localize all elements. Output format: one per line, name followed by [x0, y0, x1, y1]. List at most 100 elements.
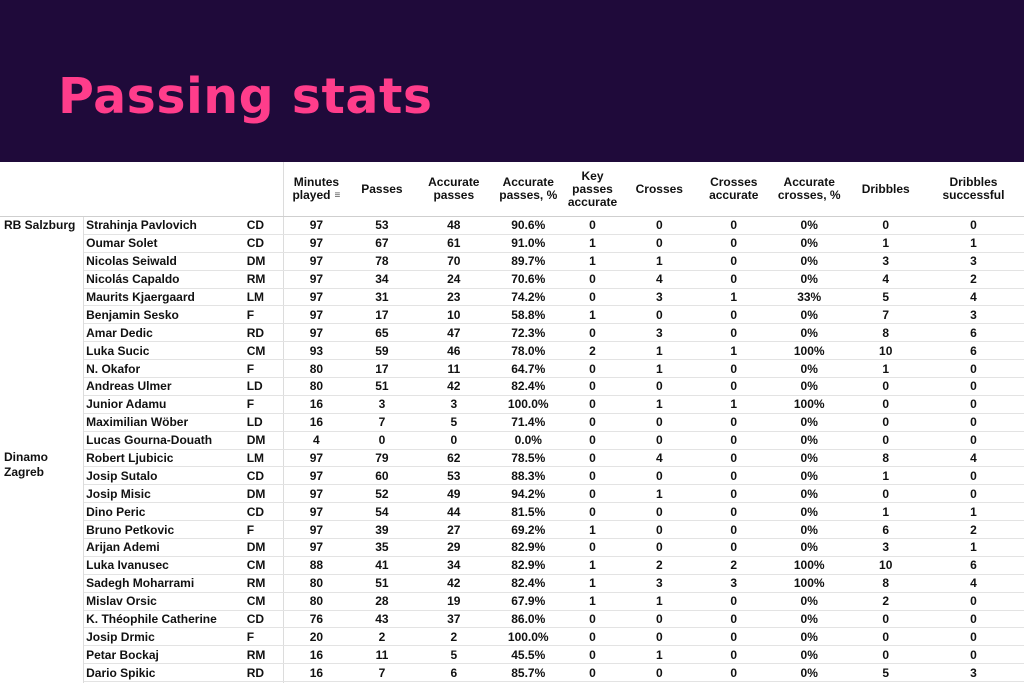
stat-crosses-pct: 0%	[769, 592, 849, 611]
sort-descending-icon[interactable]: ≡	[334, 190, 341, 202]
stat-key-passes: 1	[563, 556, 622, 575]
stat-crosses-pct: 100%	[769, 341, 849, 361]
stat-accurate-passes: 44	[415, 502, 493, 522]
stat-dribbles: 0	[848, 413, 923, 432]
stat-minutes: 80	[283, 592, 349, 611]
stat-crosses: 1	[621, 341, 698, 361]
stat-key-passes: 0	[563, 627, 622, 647]
player-name: Maximilian Wöber	[83, 413, 243, 432]
stat-key-passes: 0	[563, 484, 622, 504]
column-header-minutes[interactable]: Minutes played ≡	[283, 162, 349, 217]
stat-passes: 65	[348, 323, 416, 343]
stat-passes: 53	[348, 216, 416, 235]
column-header-crosses-accurate[interactable]: Crosses accurate	[697, 162, 770, 217]
stat-key-passes: 0	[563, 663, 622, 683]
stat-passes: 59	[348, 341, 416, 361]
stat-accurate-passes: 53	[415, 466, 493, 486]
stat-crosses-pct: 0%	[769, 681, 849, 683]
stat-dribbles-successful: 3	[922, 305, 1024, 325]
stat-minutes: 97	[283, 484, 349, 504]
stat-passes: 3	[348, 395, 416, 414]
column-header-accurate-passes[interactable]: Accurate passes	[415, 162, 493, 217]
player-name: Josip Sutalo	[83, 466, 243, 486]
column-header-passes[interactable]: Passes	[348, 162, 416, 217]
table-row: Dino Peric CD 97 54 44 81.5% 0 0 0 0% 1 1	[0, 502, 1024, 522]
player-position: F	[242, 395, 285, 414]
stat-dribbles-successful: 1	[922, 538, 1024, 557]
stat-crosses-pct: 0%	[769, 466, 849, 486]
stat-crosses-pct: 0%	[769, 377, 849, 396]
player-name: Josip Drmic	[83, 627, 243, 647]
player-position: DM	[242, 484, 285, 504]
column-header-crosses-pct[interactable]: Accurate crosses, %	[769, 162, 849, 217]
table-row: Sadegh Moharrami RM 80 51 42 82.4% 1 3 3 100% 8 4	[0, 574, 1024, 593]
stat-crosses-accurate: 1	[697, 341, 770, 361]
stat-accurate-passes-pct: 82.9%	[492, 556, 564, 575]
stat-crosses-pct: 0%	[769, 663, 849, 683]
stat-crosses-accurate: 3	[697, 574, 770, 593]
column-header-key-passes[interactable]: Key passes accurate	[563, 162, 622, 217]
stat-accurate-passes: 34	[415, 556, 493, 575]
stat-accurate-passes-pct: 91.0%	[492, 234, 564, 253]
column-header-dribbles[interactable]: Dribbles	[848, 162, 923, 217]
player-name: Junior Adamu	[83, 395, 243, 414]
table-row: N. Okafor F 80 17 11 64.7% 0 1 0 0% 1 0	[0, 359, 1024, 379]
stat-minutes: 97	[283, 323, 349, 343]
stat-crosses-pct: 100%	[769, 395, 849, 414]
player-position: CD	[242, 610, 285, 629]
stat-crosses: 1	[621, 252, 698, 271]
stat-crosses-pct: 0%	[769, 538, 849, 557]
stat-crosses-pct: 0%	[769, 484, 849, 504]
player-name: Sadegh Moharrami	[83, 574, 243, 593]
stat-crosses: 4	[621, 449, 698, 468]
stat-key-passes: 0	[563, 449, 622, 468]
stat-passes: 2	[348, 627, 416, 647]
stat-crosses-pct: 0%	[769, 305, 849, 325]
player-position: CM	[242, 341, 285, 361]
table-row: Josip Sutalo CD 97 60 53 88.3% 0 0 0 0% 1 0	[0, 466, 1024, 486]
table-row: Maximilian Wöber LD 16 7 5 71.4% 0 0 0 0% 0 0	[0, 413, 1024, 432]
column-header-crosses[interactable]: Crosses	[621, 162, 698, 217]
stat-crosses-accurate: 0	[697, 359, 770, 379]
stat-crosses: 0	[621, 663, 698, 683]
stat-accurate-passes-pct: 82.9%	[492, 538, 564, 557]
stat-accurate-passes: 48	[415, 216, 493, 235]
stat-dribbles-successful: 3	[922, 663, 1024, 683]
player-position: CM	[242, 556, 285, 575]
stat-accurate-passes-pct: 0.0%	[492, 431, 564, 450]
table-row: Luka Sucic CM 93 59 46 78.0% 2 1 1 100% 10 6	[0, 341, 1024, 361]
header-spacer	[0, 162, 285, 217]
stat-minutes: 93	[283, 341, 349, 361]
player-name: Lucas Gourna-Douath	[83, 431, 243, 450]
stat-minutes: 97	[283, 502, 349, 522]
stat-crosses-pct: 0%	[769, 252, 849, 271]
player-position: CD	[242, 502, 285, 522]
stat-key-passes: 0	[563, 538, 622, 557]
player-position: DM	[242, 252, 285, 271]
stat-minutes: 20	[283, 627, 349, 647]
stat-key-passes: 1	[563, 520, 622, 540]
stat-passes: 78	[348, 252, 416, 271]
player-position: RD	[242, 663, 285, 683]
stat-minutes: 80	[283, 359, 349, 379]
stat-dribbles: 0	[848, 431, 923, 450]
stat-accurate-passes-pct: 70.6%	[492, 270, 564, 289]
stat-accurate-passes-pct: 57.1%	[492, 681, 564, 683]
stat-crosses: 4	[621, 270, 698, 289]
stat-key-passes: 0	[563, 681, 622, 683]
team-name: Dinamo Zagreb	[0, 449, 85, 683]
stat-dribbles-successful: 6	[922, 341, 1024, 361]
table-row: Dinamo Zagreb Robert Ljubicic LM 97 79 62 78.5…	[0, 449, 1024, 683]
stat-dribbles: 0	[848, 681, 923, 683]
column-header-accurate-passes-pct[interactable]: Accurate passes, %	[492, 162, 564, 217]
player-position: F	[242, 520, 285, 540]
stat-crosses-accurate: 0	[697, 645, 770, 665]
stat-crosses: 0	[621, 520, 698, 540]
stat-accurate-passes-pct: 89.7%	[492, 252, 564, 271]
stat-crosses-pct: 0%	[769, 449, 849, 468]
stat-crosses: 0	[621, 431, 698, 450]
table-row: Mislav Orsic CM 80 28 19 67.9% 1 1 0 0% 2 0	[0, 592, 1024, 611]
column-header-dribbles-successful[interactable]: Dribbles successful	[922, 162, 1024, 217]
stat-dribbles: 8	[848, 323, 923, 343]
stat-crosses-accurate: 0	[697, 449, 770, 468]
